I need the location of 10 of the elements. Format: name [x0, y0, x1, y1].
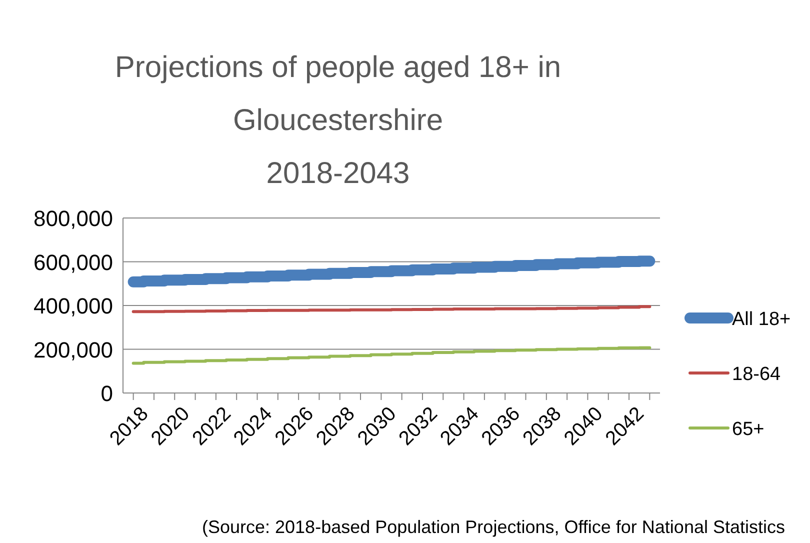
text: (Source: 2018-based Population Projections, Office for National Statistics [202, 517, 785, 537]
y-tick-label: 0 [100, 381, 113, 406]
y-tick-label: 200,000 [33, 337, 113, 362]
legend-label: All 18+ [732, 309, 791, 330]
y-tick-label: 600,000 [33, 250, 113, 275]
legend-label: 18-64 [732, 364, 782, 385]
y-tick-label: 400,000 [33, 294, 113, 318]
chart-title: Projections of people aged 18+ in Gloucestershire 2018-2043 [114, 51, 562, 190]
y-tick-label: 800,000 [33, 206, 113, 231]
legend-label: 65+ [732, 419, 764, 440]
